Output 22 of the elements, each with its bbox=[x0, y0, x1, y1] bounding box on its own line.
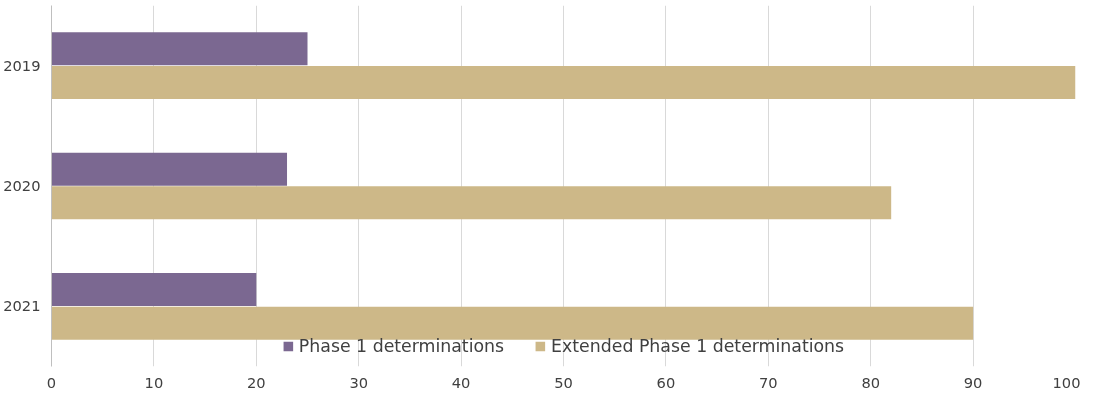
x-tick-label: 20 bbox=[246, 373, 266, 391]
legend-label: Extended Phase 1 determinations bbox=[551, 336, 845, 356]
y-tick-label: 2019 bbox=[3, 56, 41, 74]
y-tick-label: 2021 bbox=[3, 297, 41, 315]
x-tick-label: 50 bbox=[554, 373, 573, 391]
x-tick-label: 70 bbox=[758, 373, 778, 391]
bar bbox=[51, 306, 974, 340]
x-tick-label: 40 bbox=[451, 373, 471, 391]
x-tick-label: 100 bbox=[1052, 373, 1081, 391]
bar bbox=[51, 272, 257, 306]
x-tick-label: 60 bbox=[656, 373, 676, 391]
bar bbox=[51, 152, 288, 186]
x-tick-label: 10 bbox=[144, 373, 164, 391]
x-tick-label: 80 bbox=[861, 373, 881, 391]
bar bbox=[51, 66, 1076, 100]
x-tick-label: 90 bbox=[963, 373, 983, 391]
bar bbox=[51, 186, 892, 220]
x-tick-label: 0 bbox=[46, 373, 57, 391]
x-tick-label: 30 bbox=[349, 373, 369, 391]
y-tick-label: 2020 bbox=[3, 177, 41, 194]
bar bbox=[51, 32, 308, 66]
legend-label: Phase 1 determinations bbox=[298, 336, 505, 356]
